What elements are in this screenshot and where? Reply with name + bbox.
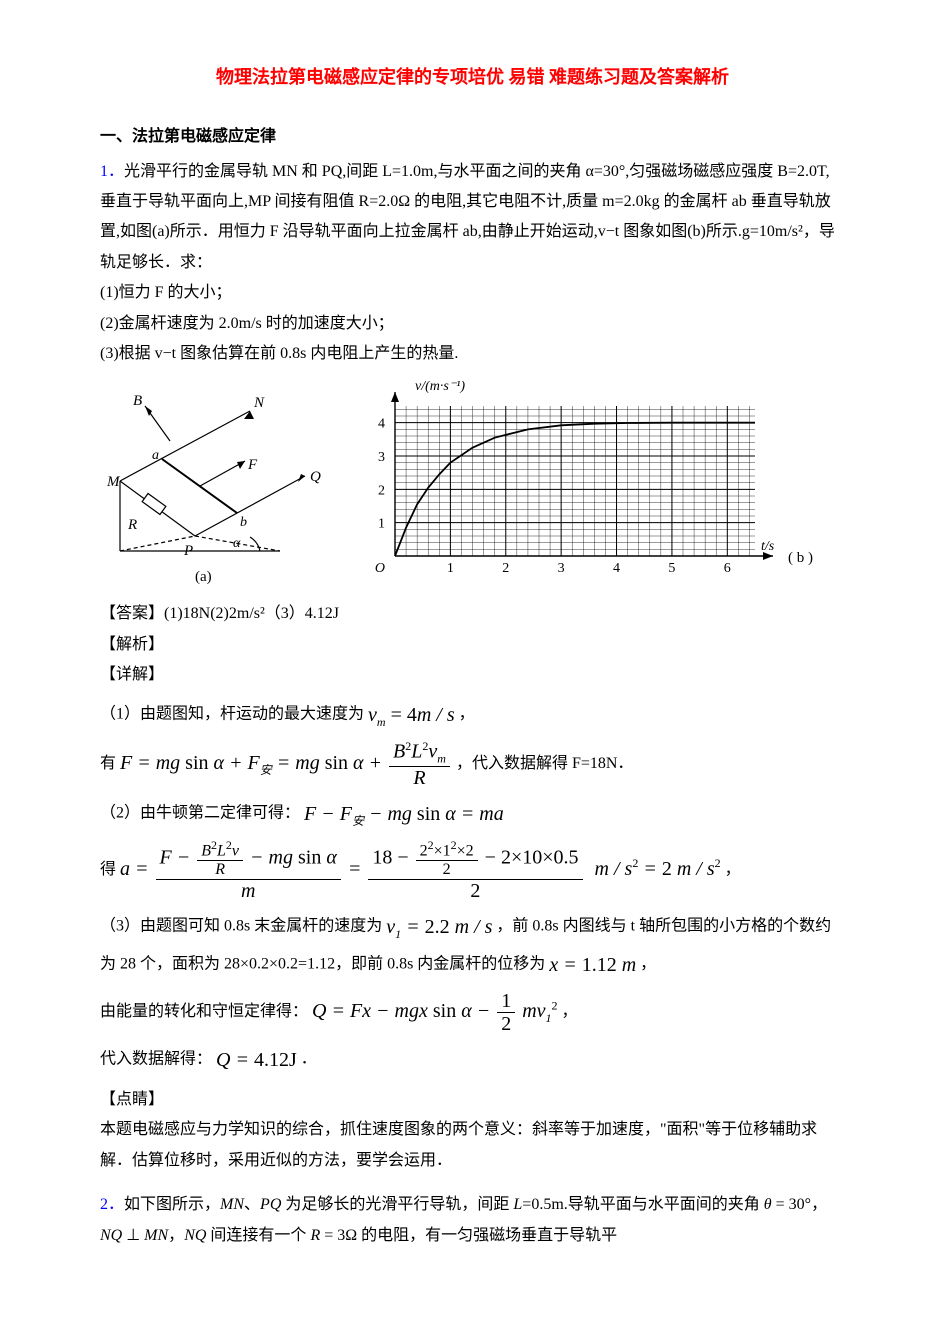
- document-title: 物理法拉第电磁感应定律的专项培优 易错 难题练习题及答案解析: [100, 60, 845, 94]
- figure-a: M N P Q B F R a b α (a): [100, 381, 330, 591]
- problem-1-number: 1．: [100, 163, 124, 180]
- problem-2: 2．如下图所示，MN、PQ 为足够长的光滑平行导轨，间距 L=0.5m.导轨平面…: [100, 1190, 845, 1251]
- fig-a-N: N: [253, 395, 265, 411]
- formula-vmax: vm = 4m / s: [368, 696, 455, 734]
- step2b-mid: ，: [725, 861, 741, 878]
- answer-line: 【答案】(1)18N(2)2m/s²（3）4.12J: [100, 599, 845, 629]
- step-2-line: （2）由牛顿第二定律可得： F − F安 − mg sin α = ma: [100, 795, 845, 833]
- step3e-tail: ．: [301, 1051, 317, 1068]
- fig-a-a: a: [152, 448, 159, 463]
- svg-text:3: 3: [558, 561, 565, 576]
- step-3d-line: 由能量的转化和守恒定律得： Q = Fx − mgx sin α − 1 2 m…: [100, 990, 845, 1035]
- fig-a-P: P: [183, 543, 193, 559]
- svg-text:2: 2: [378, 484, 385, 499]
- fig-a-M: M: [106, 474, 121, 490]
- step3a: （3）由题图可知 0.8s 末金属杆的速度为: [100, 918, 386, 935]
- step-3e-line: 代入数据解得： Q = 4.12J ．: [100, 1041, 845, 1079]
- step1b-tail: ，代入数据解得 F=18N．: [456, 756, 633, 773]
- svg-text:t/s: t/s: [761, 539, 775, 554]
- svg-text:( b ): ( b ): [788, 550, 813, 566]
- step1b-prefix: 有: [100, 756, 120, 773]
- point-head: 【点睛】: [100, 1085, 845, 1115]
- problem-1-q1: (1)恒力 F 的大小；: [100, 278, 845, 308]
- svg-text:3: 3: [378, 450, 385, 465]
- formula-v1: v1 = 2.2 m / s: [386, 908, 492, 946]
- step-3-line-a: （3）由题图可知 0.8s 末金属杆的速度为 v1 = 2.2 m / s ，前…: [100, 908, 845, 984]
- title-part-3: 难题练习题及答案解析: [549, 67, 729, 87]
- point-body: 本题电磁感应与力学知识的综合，抓住速度图象的两个意义：斜率等于加速度，"面积"等…: [100, 1115, 845, 1176]
- problem-1-q3: (3)根据 v−t 图象估算在前 0.8s 内电阻上产生的热量.: [100, 339, 845, 369]
- formula-F: F = mg sin α + F安 = mg sin α + B2L2vm R: [120, 740, 452, 789]
- svg-text:4: 4: [613, 561, 620, 576]
- fig-a-B: B: [133, 393, 142, 409]
- analysis-head: 【解析】: [100, 630, 845, 660]
- formula-x: x = 1.12 m: [549, 946, 636, 984]
- figure-row: M N P Q B F R a b α (a) 1 2 3 4 5 6 1 2 3 4 Ov/(m·…: [100, 381, 845, 591]
- fig-a-alpha: α: [233, 536, 241, 551]
- fig-a-F: F: [247, 457, 258, 473]
- step3d-tail: ，: [562, 1003, 578, 1020]
- problem-1-body: 光滑平行的金属导轨 MN 和 PQ,间距 L=1.0m,与水平面之间的夹角 α=…: [100, 163, 835, 271]
- step3e-prefix: 代入数据解得：: [100, 1051, 212, 1068]
- problem-1-q2: (2)金属杆速度为 2.0m/s 时的加速度大小；: [100, 309, 845, 339]
- svg-text:v/(m·s⁻¹): v/(m·s⁻¹): [415, 381, 465, 394]
- svg-text:5: 5: [668, 561, 675, 576]
- svg-text:2: 2: [502, 561, 509, 576]
- svg-text:1: 1: [447, 561, 454, 576]
- formula-newton2: F − F安 − mg sin α = ma: [304, 795, 504, 833]
- svg-text:1: 1: [378, 517, 385, 532]
- step-1-line: （1）由题图知，杆运动的最大速度为 vm = 4m / s ，: [100, 696, 845, 734]
- fig-a-R: R: [127, 517, 137, 533]
- fig-a-Q: Q: [310, 469, 321, 485]
- step3c: ，: [640, 956, 656, 973]
- step1-prefix: （1）由题图知，杆运动的最大速度为: [100, 706, 364, 723]
- detail-head: 【详解】: [100, 660, 845, 690]
- formula-a: a = F − B2L2v R − mg sin α m = 18 − 22×1…: [120, 839, 721, 902]
- step2b-prefix: 得: [100, 861, 120, 878]
- figure-b-graph: 1 2 3 4 5 6 1 2 3 4 Ov/(m·s⁻¹) t/s ( b ): [350, 381, 820, 591]
- title-part-1: 物理法拉第电磁感应定律的专项培优: [216, 67, 509, 87]
- svg-text:6: 6: [724, 561, 731, 576]
- fig-a-b: b: [240, 515, 247, 530]
- fig-a-label: (a): [195, 569, 212, 585]
- problem-1: 1．光滑平行的金属导轨 MN 和 PQ,间距 L=1.0m,与水平面之间的夹角 …: [100, 157, 845, 279]
- svg-text:4: 4: [378, 417, 385, 432]
- formula-Qval: Q = 4.12J: [216, 1041, 297, 1079]
- problem-2-number: 2．: [100, 1196, 124, 1213]
- svg-text:O: O: [375, 561, 385, 576]
- formula-Q: Q = Fx − mgx sin α − 1 2 mv12: [312, 990, 558, 1035]
- step2-prefix: （2）由牛顿第二定律可得：: [100, 805, 300, 822]
- section-1-heading: 一、法拉第电磁感应定律: [100, 122, 845, 152]
- step-2b-line: 得 a = F − B2L2v R − mg sin α m = 18 − 22…: [100, 839, 845, 902]
- step-1b-line: 有 F = mg sin α + F安 = mg sin α + B2L2vm …: [100, 740, 845, 789]
- step3d-prefix: 由能量的转化和守恒定律得：: [100, 1003, 308, 1020]
- title-part-2: 易错: [509, 67, 550, 87]
- step1-tail: ，: [459, 706, 475, 723]
